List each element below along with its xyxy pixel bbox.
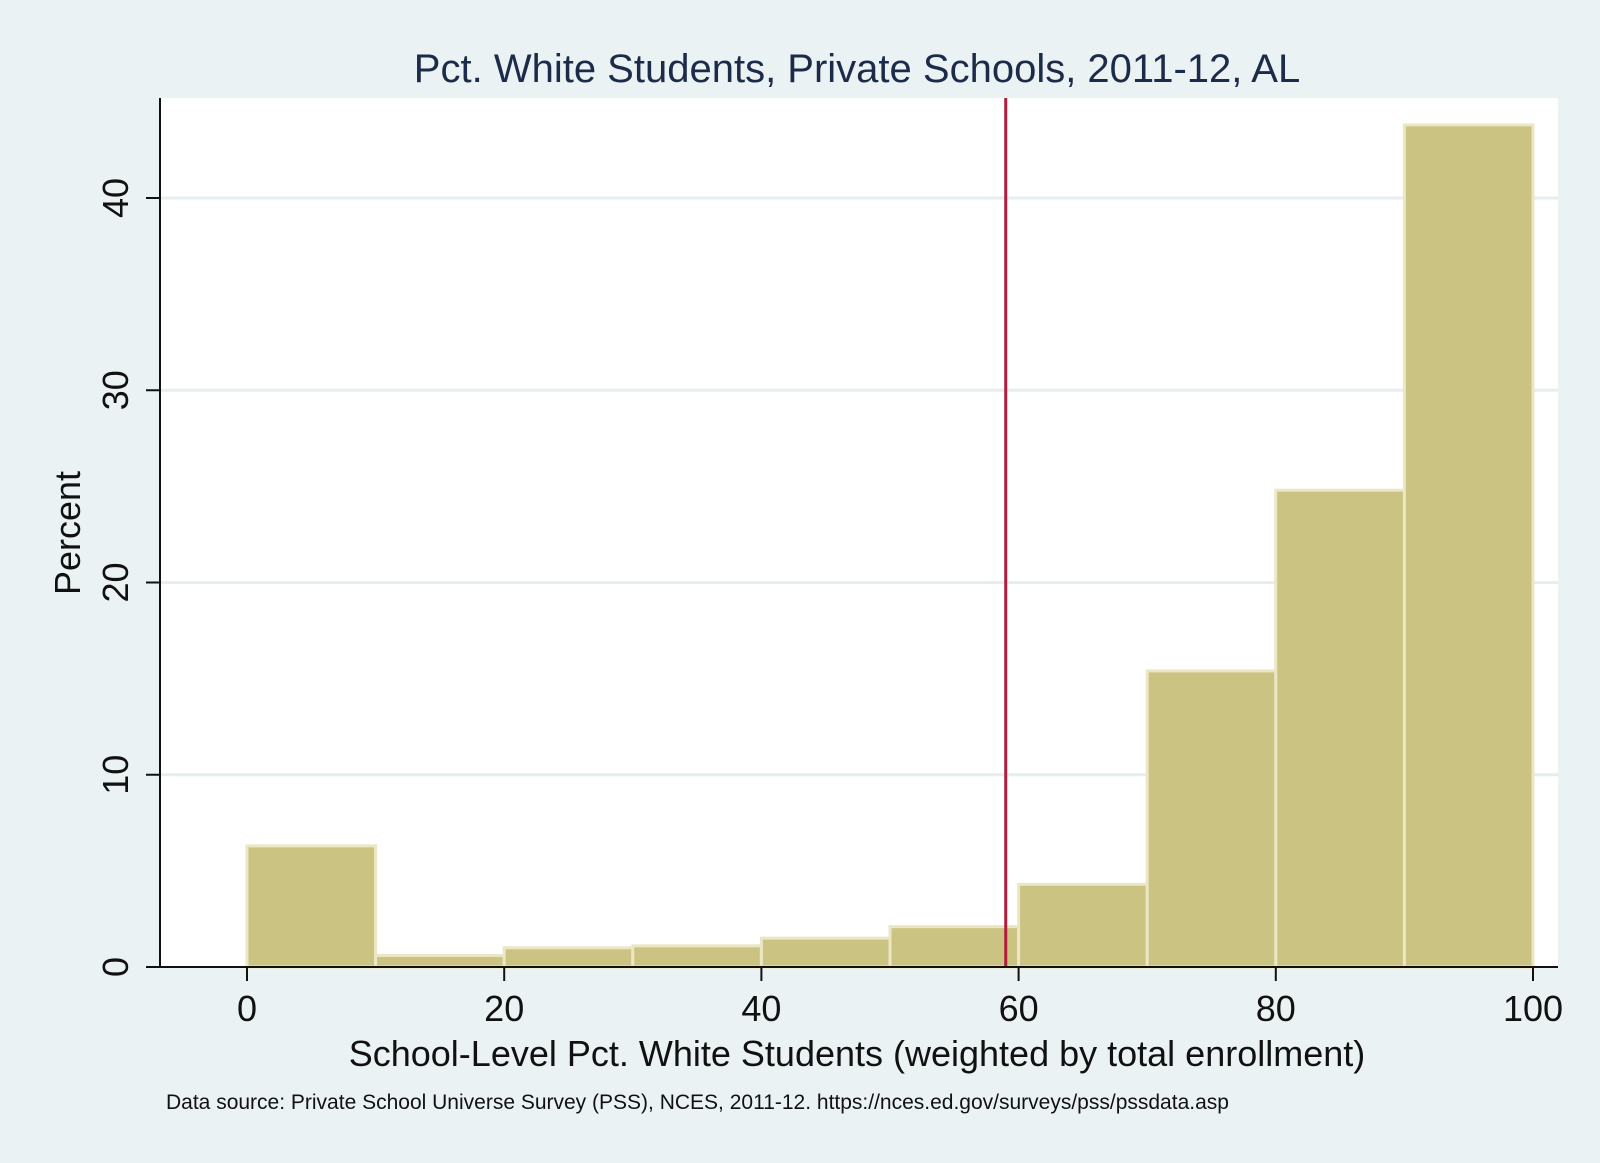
histogram-bar-60-70 [1017, 882, 1149, 969]
x-axis-ticks: 0 20 40 60 80 100 [237, 967, 1563, 1029]
histogram-bar-70-80 [1145, 669, 1278, 969]
x-tick-label-80: 80 [1256, 988, 1296, 1029]
histogram-bar-50-60 [888, 925, 1021, 969]
histogram-bar-20-30 [502, 946, 635, 969]
y-tick-label-10: 10 [95, 755, 136, 795]
histogram-bar-30-40 [631, 944, 763, 969]
histogram-bar-80-90 [1274, 488, 1406, 969]
y-tick-label-30: 30 [95, 370, 136, 410]
histogram-bar-40-50 [759, 936, 892, 969]
x-axis-title: School-Level Pct. White Students (weight… [349, 1033, 1366, 1074]
histogram-bars [245, 123, 1535, 969]
data-source-note: Data source: Private School Universe Sur… [166, 1091, 1229, 1114]
x-tick-label-100: 100 [1503, 988, 1563, 1029]
x-tick-label-0: 0 [237, 988, 257, 1029]
histogram-bar-10-20 [374, 953, 506, 969]
chart-title: Pct. White Students, Private Schools, 20… [414, 47, 1300, 91]
x-tick-label-60: 60 [999, 988, 1039, 1029]
x-tick-label-20: 20 [484, 988, 524, 1029]
histogram-bar-0-10 [245, 844, 378, 969]
histogram-bar-90-100 [1402, 123, 1535, 969]
y-tick-label-0: 0 [95, 957, 136, 977]
y-tick-label-40: 40 [95, 178, 136, 218]
x-tick-label-40: 40 [741, 988, 781, 1029]
y-axis-ticks: 0 10 20 30 40 [95, 178, 160, 977]
y-axis-title: Percent [47, 471, 88, 595]
y-tick-label-20: 20 [95, 562, 136, 602]
